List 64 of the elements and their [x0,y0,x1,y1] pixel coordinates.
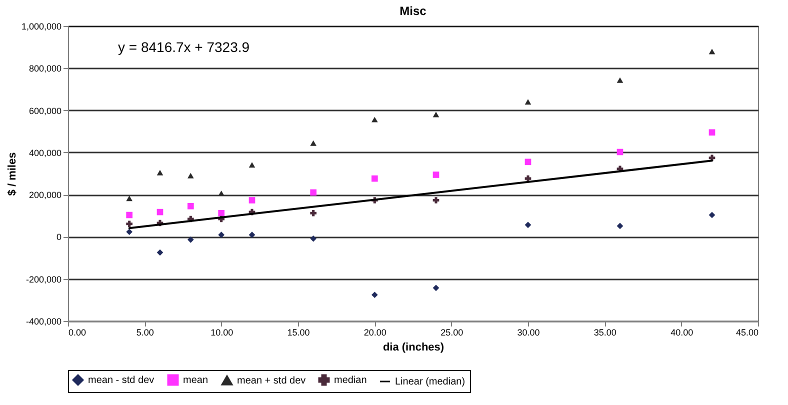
point [218,190,224,196]
y-tick-label: 600,000 [28,106,62,116]
point [310,210,316,216]
point [156,208,164,216]
point [524,222,532,228]
x-tick-label: 20.00 [364,328,386,338]
point [616,148,624,156]
point [126,220,132,228]
point [616,77,624,83]
annotation: y = 8416.7x + 7323.9 [118,39,250,55]
x-tick-label: 45.00 [736,328,758,338]
legend-label: mean [183,375,208,386]
legend-label: Linear (median) [395,376,466,388]
point [524,175,532,182]
x-tick-label: 0.00 [68,328,86,338]
point [372,292,378,298]
x-axis-title: dia (inches) [382,342,444,354]
x-tick-label: 25.00 [440,328,464,338]
point [524,158,532,166]
point [188,236,194,243]
point [372,116,378,122]
point [126,228,132,236]
point [432,172,440,178]
point [616,222,624,230]
x-tick-label: 10.00 [210,328,234,338]
chart-title: Misc [400,4,427,18]
point [310,235,316,242]
point [708,129,716,136]
point [524,99,532,105]
point [156,249,164,256]
point [126,212,132,218]
point [372,175,378,182]
y-tick-label: 800,000 [28,64,62,74]
y-tick-label: 200,000 [28,190,62,200]
x-tick-label: 30.00 [517,328,540,338]
y-tick-label: 1,000,000 [21,22,62,32]
point [432,197,440,204]
point [188,203,194,210]
point [248,232,256,238]
point [310,189,316,196]
y-tick-label: 0 [56,232,62,242]
y-axis-title: $ / miles [6,152,18,196]
x-tick-label: 5.00 [136,328,154,338]
point [432,284,440,292]
y-tick-label: 400,000 [28,148,62,158]
point [188,172,194,178]
y-tick-label: -400,000 [26,316,62,326]
point [156,170,164,176]
point [708,48,716,54]
point [708,212,716,218]
y-tick-label: -200,000 [26,274,62,284]
point [432,112,440,118]
point [248,197,256,204]
x-tick-label: 15.00 [287,328,310,338]
legend-label: mean + std dev [237,375,306,386]
point [248,162,256,168]
x-tick-label: 40.00 [670,328,694,338]
legend-label: median [334,375,367,386]
point [310,140,316,146]
point [218,232,224,238]
legend-label: mean - std dev [88,375,154,386]
point [218,210,224,216]
point [126,196,132,202]
x-tick-label: 35.00 [594,328,616,338]
